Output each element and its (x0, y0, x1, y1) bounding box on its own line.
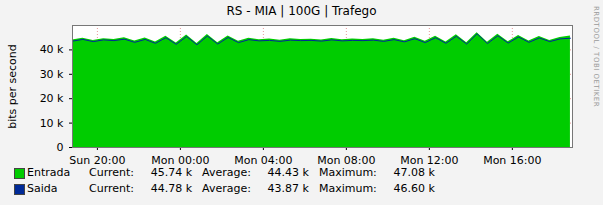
svg-text:0: 0 (57, 141, 64, 154)
html-text:Maximum:: Maximum: (318, 166, 377, 179)
html-text:47.08 k: 47.08 k (393, 166, 435, 179)
html-text:RRDTOOL / TOBI OETIKER: RRDTOOL / TOBI OETIKER (592, 6, 600, 108)
svg-text:30 k: 30 k (40, 68, 64, 81)
svg-text:Mon 00:00: Mon 00:00 (151, 154, 209, 165)
svg-text:40 k: 40 k (40, 43, 64, 56)
html-text:Average:: Average: (202, 182, 251, 195)
html-text:46.60 k: 46.60 k (393, 182, 435, 195)
html-text:Current:: Current: (89, 166, 134, 179)
html-text:44.43 k: 44.43 k (267, 166, 309, 179)
svg-text:Mon 12:00: Mon 12:00 (400, 154, 458, 165)
html-text:45.74 k: 45.74 k (150, 166, 192, 179)
html-text:Saida: Saida (27, 182, 58, 195)
svg-text:10 k: 10 k (40, 117, 64, 130)
svg-text:bits per second: bits per second (6, 44, 19, 129)
svg-text:Mon 08:00: Mon 08:00 (317, 154, 375, 165)
html-text:Current:: Current: (89, 182, 134, 195)
html-text:Average:: Average: (202, 166, 251, 179)
html-text:44.78 k: 44.78 k (150, 182, 192, 195)
html-text:Maximum:: Maximum: (318, 182, 377, 195)
svg-text:Mon 16:00: Mon 16:00 (483, 154, 541, 165)
svg-text:Mon 04:00: Mon 04:00 (234, 154, 292, 165)
svg-text:20 k: 20 k (40, 92, 64, 105)
html-text:43.87 k: 43.87 k (267, 182, 309, 195)
html-text:Entrada: Entrada (27, 166, 71, 179)
html-text:RS - MIA | 100G | Trafego: RS - MIA | 100G | Trafego (226, 4, 377, 18)
svg-text:Sun 20:00: Sun 20:00 (69, 154, 125, 165)
